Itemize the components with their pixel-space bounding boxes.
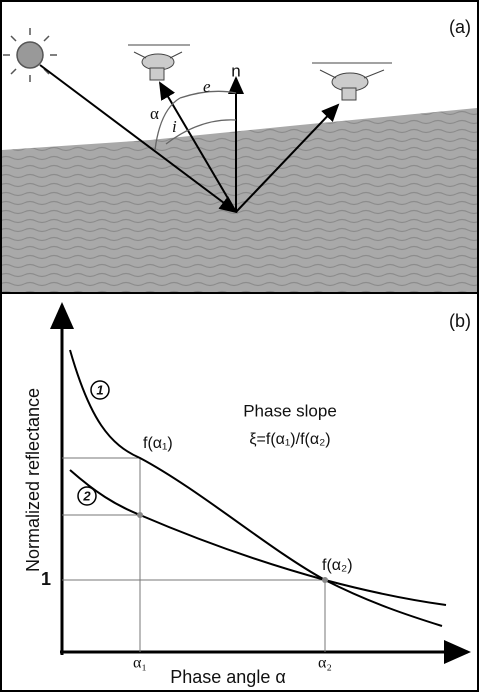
x-tick-label: α₂ <box>318 655 332 672</box>
annotation-formula: ξ=f(α₁)/f(α₂) <box>249 431 330 448</box>
point-label: f(α₁) <box>143 435 173 452</box>
point <box>137 512 143 518</box>
x-axis-label: Phase angle α <box>170 667 286 687</box>
panel-label: (b) <box>449 311 471 331</box>
panel-b: 1 2 (b) Normalized reflectance Phase ang… <box>23 302 471 687</box>
sun <box>3 28 57 82</box>
point <box>322 577 328 583</box>
drone <box>128 44 190 81</box>
panel-label: (a) <box>449 17 471 37</box>
angle-label: i <box>172 117 177 136</box>
curve-badge <box>77 486 97 506</box>
y-tick-label: 1 <box>41 569 51 589</box>
annotation-title: Phase slope <box>243 401 337 420</box>
normal-label: n <box>231 61 240 80</box>
point-label: f(α₂) <box>322 557 353 574</box>
curve-label: 1 <box>96 382 103 397</box>
angle-arcs <box>154 90 237 151</box>
curve-2 <box>69 469 447 606</box>
guide-lines <box>62 457 326 652</box>
y-axis-label: Normalized reflectance <box>23 388 43 572</box>
angle-label: e <box>203 77 211 96</box>
curve-1 <box>69 349 443 627</box>
curve-label: 2 <box>82 488 91 503</box>
angle-label: α <box>150 104 159 123</box>
reflected-ray <box>235 103 340 213</box>
drone <box>312 62 392 101</box>
x-tick-label: α₁ <box>133 655 147 672</box>
curve-badge <box>90 380 110 400</box>
panel-a: (a) n α i e <box>2 17 477 292</box>
sand <box>2 108 477 292</box>
incident-ray <box>39 64 238 214</box>
